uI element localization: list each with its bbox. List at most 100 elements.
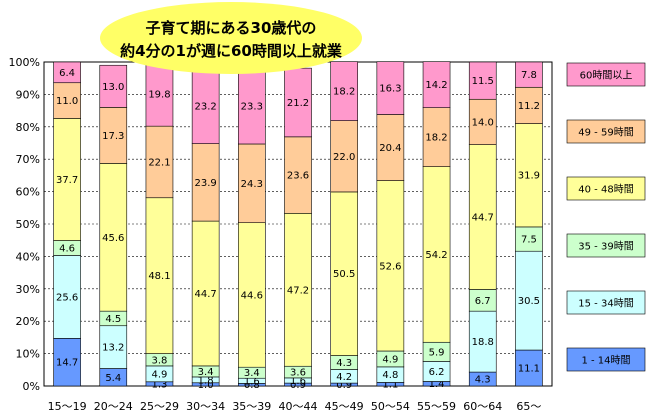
- data-label: 50.5: [333, 269, 355, 280]
- y-tick-label: 40%: [16, 250, 40, 263]
- callout-line1: 子育て期にある30歳代の: [146, 19, 317, 37]
- bar-segment: [53, 255, 81, 339]
- data-label: 3.8: [152, 355, 168, 366]
- data-label: 44.7: [472, 213, 494, 224]
- data-label: 45.6: [102, 233, 124, 244]
- bar-segment: [468, 98, 497, 145]
- data-label: 47.2: [287, 285, 309, 296]
- legend-label: 40 - 48時間: [578, 184, 633, 196]
- data-label: 4.2: [336, 372, 352, 383]
- data-label: 3.4: [244, 368, 260, 379]
- data-label: 1.6: [244, 376, 260, 387]
- bar-segment: [145, 197, 174, 354]
- data-label: 4.3: [475, 375, 491, 386]
- data-label: 1.3: [152, 379, 168, 390]
- x-tick-label: 50～54: [371, 400, 410, 413]
- x-tick-label: 40～44: [279, 400, 318, 413]
- data-label: 7.8: [521, 70, 537, 81]
- data-label: 4.5: [105, 314, 121, 325]
- bar-segment: [422, 61, 451, 108]
- legend-label: 15 - 34時間: [578, 298, 633, 310]
- y-tick-label: 100%: [9, 56, 40, 69]
- y-tick-label: 0%: [23, 380, 40, 393]
- data-label: 52.6: [379, 261, 401, 272]
- data-label: 25.6: [56, 292, 78, 303]
- data-label: 14.0: [472, 117, 494, 128]
- y-tick-label: 10%: [16, 348, 40, 361]
- data-label: 44.7: [195, 289, 217, 300]
- x-tick-label: 25～29: [140, 400, 179, 413]
- data-label: 5.4: [105, 373, 121, 384]
- x-tick-label: 45～49: [325, 400, 364, 413]
- data-label: 1.8: [198, 375, 214, 386]
- data-label: 1.1: [382, 380, 398, 391]
- x-tick-label: 35～39: [232, 400, 271, 413]
- legend-swatch: [566, 119, 646, 144]
- data-label: 48.1: [148, 271, 170, 282]
- data-label: 7.5: [521, 235, 537, 246]
- bar-segment: [468, 144, 497, 290]
- bar-segment: [376, 61, 405, 115]
- data-label: 23.3: [241, 102, 263, 113]
- data-label: 1.0: [198, 380, 214, 391]
- bar-segment: [145, 61, 174, 127]
- data-label: 13.0: [102, 82, 124, 93]
- bar-segment: [53, 118, 81, 241]
- bar-segment: [284, 213, 312, 367]
- callout: 子育て期にある30歳代の 約4分の1が週に60時間以上就業: [100, 2, 362, 74]
- bar-segment: [422, 166, 451, 343]
- data-label: 54.2: [425, 250, 447, 261]
- data-label: 20.4: [379, 143, 401, 154]
- bar-segment: [515, 349, 543, 387]
- data-label: 18.8: [472, 337, 494, 348]
- callout-bubble: [100, 2, 362, 74]
- bars: 14.7 25.6 4.6 37.7 11.0 6.4 5.4 13.2 4.5 45.6 17.3…: [53, 61, 543, 391]
- data-label: 11.1: [518, 364, 540, 375]
- legend-label: 60時間以上: [580, 70, 633, 82]
- x-tick-label: 15～19: [48, 400, 87, 413]
- x-axis-ticks: 15～19 20～24 25～29 30～34 35～39 40～44 45～49 50～54…: [48, 400, 542, 413]
- x-tick-label: 20～24: [94, 400, 133, 413]
- data-label: 5.9: [429, 347, 445, 358]
- data-label: 24.3: [241, 179, 263, 190]
- data-label: 11.5: [472, 76, 494, 87]
- x-tick-label: 60～64: [463, 400, 502, 413]
- bar-segment: [330, 120, 358, 193]
- bar-segment: [376, 180, 405, 352]
- data-label: 4.9: [152, 369, 168, 380]
- data-label: 18.2: [425, 133, 447, 144]
- bar-segment: [468, 61, 497, 100]
- data-label: 17.3: [102, 131, 124, 142]
- data-label: 22.1: [148, 157, 170, 168]
- data-label: 0.8: [244, 380, 260, 391]
- bar-segment: [515, 61, 543, 88]
- data-label: 4.9: [382, 354, 398, 365]
- data-label: 14.7: [56, 358, 78, 369]
- bar-segment: [53, 338, 81, 387]
- data-label: 21.2: [287, 98, 309, 109]
- x-tick-label: 30～34: [186, 400, 225, 413]
- bar-segment: [330, 61, 358, 121]
- bar-segment: [99, 325, 128, 369]
- data-label: 23.9: [195, 178, 217, 189]
- data-label: 6.7: [475, 296, 491, 307]
- data-label: 23.2: [195, 102, 217, 113]
- data-label: 11.0: [56, 96, 78, 107]
- x-tick-label: 65～: [516, 400, 541, 413]
- data-label: 22.0: [333, 152, 355, 163]
- legend-swatch: [566, 347, 646, 372]
- data-label: 4.6: [59, 243, 75, 254]
- data-label: 6.2: [429, 367, 445, 378]
- data-label: 44.6: [241, 290, 263, 301]
- bar-segment: [284, 67, 312, 138]
- data-label: 13.2: [102, 343, 124, 354]
- bar-segment: [376, 114, 405, 181]
- data-label: 4.3: [336, 358, 352, 369]
- y-axis-ticks: 0% 10% 20% 30% 40% 50% 60% 70% 80% 90% 100%: [9, 56, 40, 393]
- data-label: 0.9: [290, 380, 306, 391]
- y-tick-label: 80%: [16, 121, 40, 134]
- bar-segment: [238, 68, 266, 145]
- data-label: 23.6: [287, 171, 309, 182]
- data-label: 19.8: [148, 90, 170, 101]
